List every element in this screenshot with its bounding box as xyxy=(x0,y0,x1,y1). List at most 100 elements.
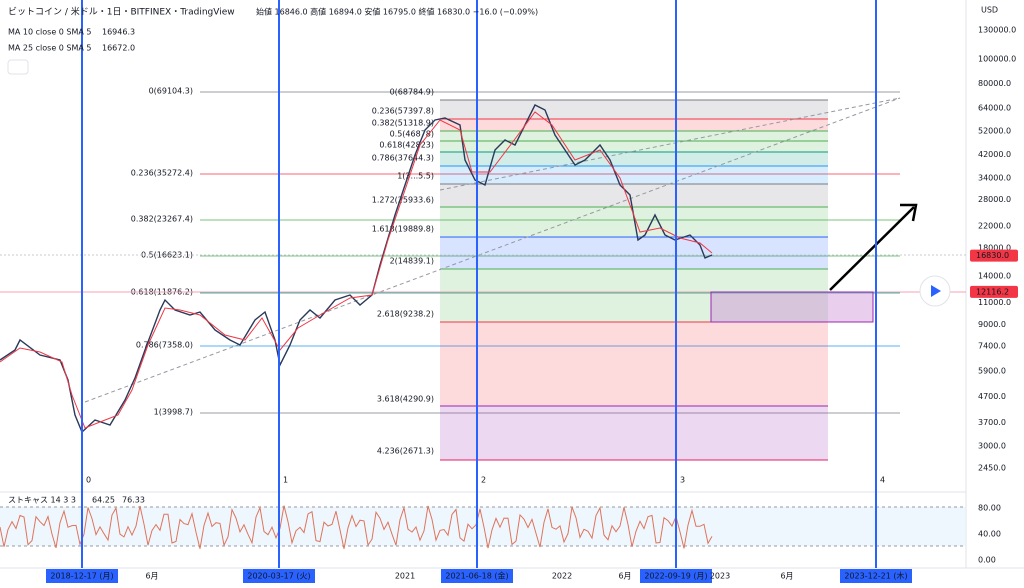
price-tick: 28000.0 xyxy=(978,195,1011,204)
fib-band xyxy=(440,166,828,184)
fib-label: 0.5(16623.1) xyxy=(141,251,193,260)
fib-band xyxy=(440,152,828,166)
price-badge xyxy=(970,285,1018,298)
price-badge-label: 16830.0 xyxy=(976,251,1009,260)
price-series xyxy=(0,104,713,434)
target-box xyxy=(710,291,874,323)
price-tick: 14000.0 xyxy=(978,271,1011,280)
time-label: 2023 xyxy=(710,572,730,581)
fib-band xyxy=(440,184,828,207)
price-tick: 52000.0 xyxy=(978,127,1011,136)
indicator-value: 16672.0 xyxy=(102,44,135,53)
stoch-d: 76.33 xyxy=(122,496,145,505)
fib-label: 0.786(7358.0) xyxy=(136,341,193,350)
indicator-value: 16946.3 xyxy=(102,28,135,37)
fib-label: 0.618(42823) xyxy=(379,141,434,150)
price-axis: 130000.0 100000.0 80000.0 64000.0 52000.0 420… xyxy=(970,26,1018,473)
stoch-k: 64.25 xyxy=(92,496,115,505)
price-tick: 64000.0 xyxy=(978,104,1011,113)
price-tick: 22000.0 xyxy=(978,222,1011,231)
collapse-button[interactable] xyxy=(7,59,29,75)
fib-label: 0.382(51318.9) xyxy=(372,119,434,128)
fib-band xyxy=(440,269,828,322)
time-label: 2021 xyxy=(395,572,415,581)
fib-label: 0(68784.9) xyxy=(390,88,434,97)
fib-band xyxy=(440,100,828,119)
fib-band xyxy=(440,322,828,406)
fib-label: 1.272(25933.6) xyxy=(372,196,434,205)
fib-label: 1(3998.7) xyxy=(154,408,193,417)
ohlc: 始値 16846.0 高値 16894.0 安値 16795.0 終値 1683… xyxy=(256,7,538,17)
fib-label: 4.236(2671.3) xyxy=(377,447,434,456)
time-label: 6月 xyxy=(145,572,158,581)
fib-label: 0.382(23267.4) xyxy=(131,215,193,224)
fib-band xyxy=(440,141,828,152)
stoch-tick: 40.00 xyxy=(978,530,1001,539)
price-tick: 5900.0 xyxy=(978,367,1006,376)
time-axis: 2018-12-17 (月) 6月 2020-03-17 (火) 2021 2021-0… xyxy=(46,569,912,583)
price-tick: 34000.0 xyxy=(978,174,1011,183)
cycle-label: 0 xyxy=(86,476,91,485)
fib-band xyxy=(440,207,828,237)
fib-label: 0.786(37644.3) xyxy=(372,154,434,163)
price-tick: 80000.0 xyxy=(978,79,1011,88)
time-label: 2018-12-17 (月) xyxy=(50,572,113,581)
symbol-title: ビットコイン / 米ドル・1日・BITFINEX・TradingView xyxy=(8,6,235,18)
price-tick: 7400.0 xyxy=(978,342,1006,351)
ma-line xyxy=(0,111,713,429)
price-tick: 130000.0 xyxy=(978,26,1016,35)
price-badge-label: 12116.2 xyxy=(976,287,1009,296)
fib-label: 3.618(4290.9) xyxy=(377,395,434,404)
price-tick: 9000.0 xyxy=(978,320,1006,329)
cycle-label: 2 xyxy=(481,476,486,485)
stoch-series xyxy=(0,505,713,549)
fib-band xyxy=(440,119,828,131)
trend-line xyxy=(84,97,901,403)
fib-band xyxy=(440,131,828,141)
stoch-tick: 80.00 xyxy=(978,504,1001,513)
cycle-label: 1 xyxy=(283,476,288,485)
time-label: 2021-06-18 (金) xyxy=(445,571,508,581)
time-label: 2022 xyxy=(552,572,572,581)
indicator-legend: MA 10 close 0 SMA 5 16946.3 MA 25 close 0 … xyxy=(8,28,135,53)
time-label: 2020-03-17 (火) xyxy=(247,572,310,581)
price-tick: 100000.0 xyxy=(978,55,1016,64)
fib-label: 1(3...5.5) xyxy=(397,172,434,181)
time-label: 2023-12-21 (木) xyxy=(844,571,907,581)
stoch-tick: 0.00 xyxy=(978,556,996,565)
indicator-label: MA 25 close 0 SMA 5 xyxy=(8,44,92,53)
fib-label: 1.618(19889.8) xyxy=(372,225,434,234)
trend-line xyxy=(439,97,901,191)
stoch-label: ストキャス 14 3 3 xyxy=(8,496,76,505)
fib-band xyxy=(440,237,828,269)
indicator-label: MA 10 close 0 SMA 5 xyxy=(8,28,92,37)
time-label: 6月 xyxy=(780,572,793,581)
price-tick: 42000.0 xyxy=(978,150,1011,159)
time-badge xyxy=(840,569,912,583)
time-badge xyxy=(243,569,315,583)
cycle-label: 4 xyxy=(880,476,885,485)
fib-label: 0.236(35272.4) xyxy=(131,169,193,178)
fib-label: 0.5(46878) xyxy=(390,130,434,139)
price-badge xyxy=(970,249,1018,262)
time-badge xyxy=(46,569,118,583)
time-badge xyxy=(640,569,712,583)
price-tick: 18000.0 xyxy=(978,244,1011,253)
axis-unit: USD xyxy=(981,6,998,15)
arrow xyxy=(829,206,915,291)
fib-label: 0(69104.3) xyxy=(149,87,193,96)
fib-label: 2.618(9238.2) xyxy=(377,310,434,319)
fib-band xyxy=(440,406,828,460)
time-label: 2022-09-19 (月) xyxy=(644,572,707,581)
stoch-line xyxy=(0,505,713,549)
price-tick: 3700.0 xyxy=(978,418,1006,427)
cycle-layer: 0 1 2 3 4 xyxy=(81,0,885,568)
time-label: 6月 xyxy=(618,572,631,581)
play-icon xyxy=(931,285,941,297)
price-tick: 11000.0 xyxy=(978,298,1011,307)
price-tick: 2450.0 xyxy=(978,464,1006,473)
price-tick: 3000.0 xyxy=(978,441,1006,450)
cycle-label: 3 xyxy=(680,476,685,485)
